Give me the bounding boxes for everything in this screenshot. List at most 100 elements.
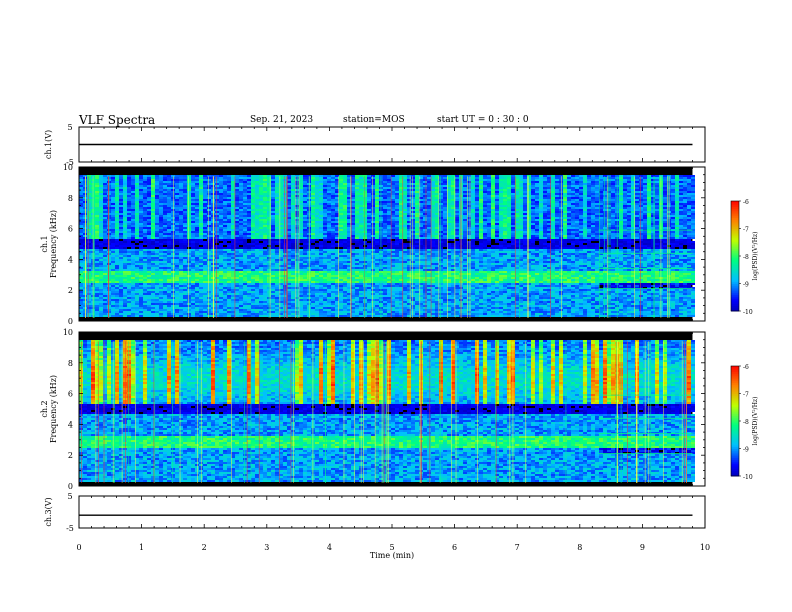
spectrogram-cell <box>83 231 87 233</box>
spectrogram-cell <box>119 215 123 217</box>
spectrogram-cell <box>163 185 167 187</box>
spectrogram-cell <box>275 207 279 209</box>
spectrogram-cell <box>203 283 207 285</box>
spectrogram-cell <box>327 189 331 191</box>
y-tick-label: 5 <box>67 123 72 132</box>
spectrogram-cell <box>239 255 243 257</box>
spectrogram-cell <box>159 191 163 193</box>
spectrogram-cell <box>343 311 347 313</box>
spectrogram-cell <box>219 271 223 273</box>
spectrogram-cell <box>187 305 191 307</box>
spectrogram-cell <box>123 277 127 279</box>
spectrogram-cell <box>163 219 167 221</box>
spectrogram-cell <box>259 297 263 299</box>
spectrogram-cell <box>215 269 219 271</box>
spectrogram-cell <box>327 233 331 235</box>
spectrogram-cell <box>203 303 207 305</box>
spectrogram-cell <box>159 287 163 289</box>
spectrogram-cell <box>263 185 267 187</box>
spectrogram-cell <box>295 195 299 197</box>
spectrogram-cell <box>103 305 107 307</box>
spectrogram-cell <box>115 303 119 305</box>
spectrogram-cell <box>339 227 343 229</box>
spectrogram-cell <box>331 307 335 309</box>
spectrogram-cell <box>103 315 107 317</box>
spectrogram-cell <box>223 251 227 253</box>
spectrogram-cell <box>219 251 223 253</box>
spectrogram-cell <box>231 243 235 245</box>
spectrogram-cell <box>231 183 235 185</box>
spectrogram-cell <box>167 315 171 317</box>
spectrogram-cell <box>127 215 131 217</box>
spectrogram-cell <box>275 283 279 285</box>
spectrogram-cell <box>159 183 163 185</box>
spectrogram-cell <box>323 247 327 249</box>
spectrogram-cell <box>303 243 307 245</box>
spectrogram-cell <box>279 213 283 215</box>
spectrogram-cell <box>283 193 287 195</box>
spectrogram-cell <box>331 269 335 271</box>
spectrogram-cell <box>187 289 191 291</box>
spectrogram-cell <box>175 293 179 295</box>
spectrogram-cell <box>147 215 151 217</box>
spectrogram-cell <box>119 237 123 239</box>
spectrogram-cell <box>219 193 223 195</box>
spectrogram-cell <box>151 241 155 243</box>
spectrogram-cell <box>243 275 247 277</box>
spectrogram-cell <box>143 233 147 235</box>
spectrogram-cell <box>343 285 347 287</box>
spectrogram-cell <box>115 255 119 257</box>
spectrogram-cell <box>155 207 159 209</box>
spectrogram-cell <box>275 227 279 229</box>
spectrogram-cell <box>179 217 183 219</box>
spectrogram-cell <box>291 265 295 267</box>
spectrogram-cell <box>83 265 87 267</box>
spectrogram-cell <box>187 255 191 257</box>
spectrogram-cell <box>167 283 171 285</box>
spectrogram-cell <box>347 179 351 181</box>
spectrogram-cell <box>315 245 319 247</box>
spectrogram-cell <box>103 299 107 301</box>
spectrogram-cell <box>127 181 131 183</box>
spectrogram-cell <box>167 299 171 301</box>
spectrogram-cell <box>331 305 335 307</box>
spectrogram-cell <box>287 297 291 299</box>
spectrogram-cell <box>319 281 323 283</box>
spectrogram-cell <box>215 241 219 243</box>
spectrogram-cell <box>151 201 155 203</box>
spectrogram-cell <box>247 231 251 233</box>
spectrogram-cell <box>131 269 135 271</box>
spectrogram-cell <box>131 227 135 229</box>
spectrogram-cell <box>291 217 295 219</box>
spectrogram-cell <box>183 299 187 301</box>
spectrogram-cell <box>131 179 135 181</box>
spectrogram-cell <box>87 307 91 309</box>
spectrogram-cell <box>323 221 327 223</box>
spectrogram-cell <box>119 205 123 207</box>
spectrogram-cell <box>315 291 319 293</box>
spectrogram-cell <box>171 257 175 259</box>
spectrogram-cell <box>111 299 115 301</box>
spectrogram-cell <box>235 247 239 249</box>
spectrogram-cell <box>311 193 315 195</box>
spectrogram-cell <box>95 233 99 235</box>
spectrogram-cell <box>311 273 315 275</box>
spectrogram-cell <box>323 183 327 185</box>
spectrogram-cell <box>215 189 219 191</box>
spectrogram-cell <box>327 175 331 177</box>
spectrogram-cell <box>179 287 183 289</box>
spectrogram-cell <box>231 291 235 293</box>
spectrogram-cell <box>195 229 199 231</box>
spectrogram-cell <box>155 291 159 293</box>
spectrogram-cell <box>211 175 215 177</box>
spectrogram-cell <box>295 243 299 245</box>
spectrogram-cell <box>311 253 315 255</box>
spectrogram-cell <box>227 267 231 269</box>
spectrogram-cell <box>119 277 123 279</box>
spectrogram-cell <box>207 249 211 251</box>
spectrogram-cell <box>235 211 239 213</box>
spectrogram-cell <box>83 307 87 309</box>
spectrogram-cell <box>191 277 195 279</box>
spectrogram-cell <box>283 251 287 253</box>
spectrogram-cell <box>335 233 339 235</box>
